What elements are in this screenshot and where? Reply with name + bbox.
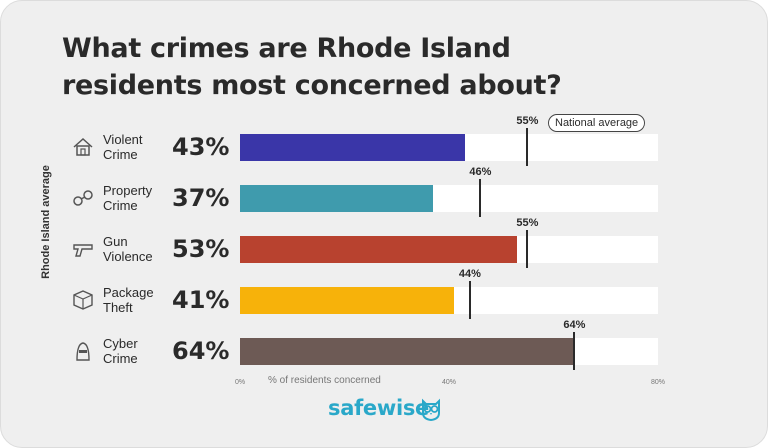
package-icon xyxy=(73,290,93,310)
gun-icon xyxy=(73,244,93,257)
value-label: 37% xyxy=(172,184,230,212)
bar-row: Package Theft 41% 44% xyxy=(0,0,768,319)
value-label: 43% xyxy=(172,133,230,161)
x-tick-label: 40% xyxy=(441,379,457,386)
national-average-marker xyxy=(526,230,529,268)
category-label: Package Theft xyxy=(103,285,154,315)
national-average-marker xyxy=(479,179,482,217)
bar-row: Gun Violence 53% 55% xyxy=(0,0,768,268)
national-average-badge: National average xyxy=(548,114,646,132)
national-average-marker xyxy=(468,281,471,319)
brand-logo-text: safewise xyxy=(328,396,429,420)
y-axis-title: Rhode Island average xyxy=(40,165,52,279)
owl-logo-icon xyxy=(422,398,440,421)
x-tick-label: 80% xyxy=(650,379,666,386)
national-average-label: 55% xyxy=(516,217,539,229)
national-average-label: 64% xyxy=(563,319,586,331)
bar-row: Cyber Crime 64% 64% xyxy=(0,0,768,370)
bar-track xyxy=(240,236,658,263)
bar xyxy=(240,338,575,365)
national-average-label: 46% xyxy=(469,166,492,178)
bar-row: Violent Crime 43% 55% xyxy=(0,0,768,166)
national-average-marker xyxy=(573,332,576,370)
category-label: Cyber Crime xyxy=(103,336,138,366)
category-label: Gun Violence xyxy=(103,234,153,264)
category-label: Property Crime xyxy=(103,183,153,213)
bar xyxy=(240,185,434,212)
national-average-label: 44% xyxy=(458,268,481,280)
bar xyxy=(240,287,455,314)
x-axis-title: % of residents concerned xyxy=(268,375,381,386)
bar-track xyxy=(240,185,658,212)
bar-track xyxy=(240,338,658,365)
national-average-label: 55% xyxy=(516,115,539,127)
value-label: 64% xyxy=(172,337,230,365)
handcuffs-icon xyxy=(73,190,93,206)
hacker-icon xyxy=(76,342,90,361)
bar-track xyxy=(240,287,658,314)
value-label: 53% xyxy=(172,235,230,263)
national-average-marker xyxy=(526,128,529,166)
x-tick-label: 0% xyxy=(234,379,246,386)
bar-row: Property Crime 37% 46% xyxy=(0,0,768,217)
chart-title: What crimes are Rhode Island residents m… xyxy=(62,33,562,101)
category-label: Violent Crime xyxy=(103,132,143,162)
house-icon xyxy=(73,137,93,156)
bar xyxy=(240,236,517,263)
bar xyxy=(240,134,465,161)
bar-track xyxy=(240,134,658,161)
value-label: 41% xyxy=(172,286,230,314)
